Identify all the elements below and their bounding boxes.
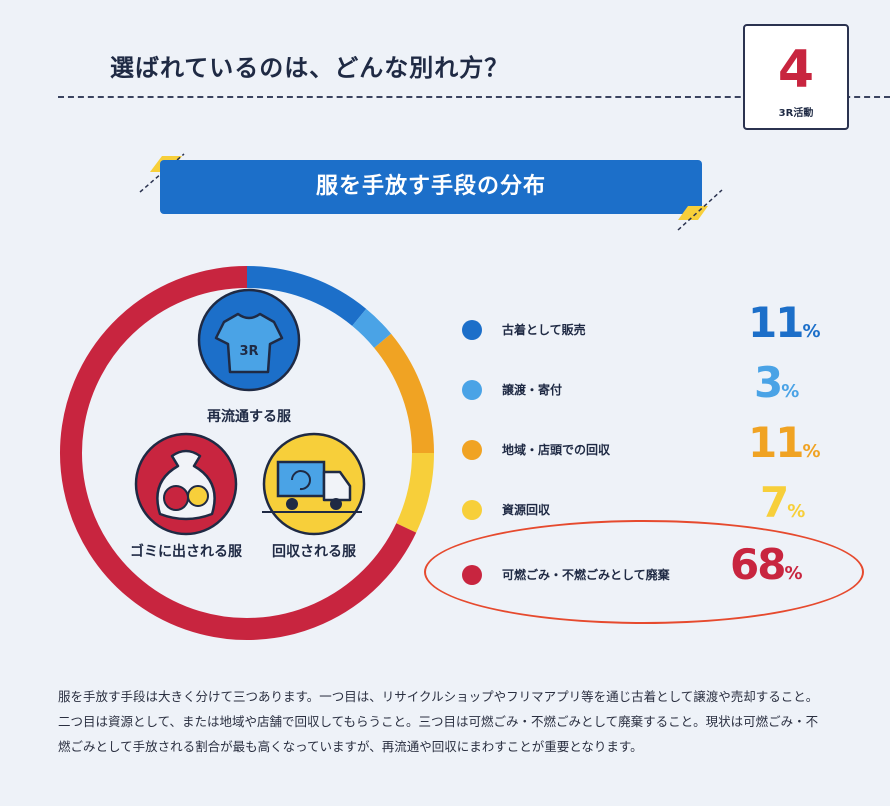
highlight-ellipse [424, 520, 864, 624]
legend-dot [462, 320, 482, 340]
badge-number: 4 [777, 40, 815, 100]
segment-store-collection [374, 333, 434, 454]
description-text: 服を手放す手段は大きく分けて三つあります。一つ目は、リサイクルショップやフリマア… [58, 689, 819, 754]
chart-title-banner: 服を手放す手段の分布 [160, 160, 702, 214]
legend-label: 譲渡・寄付 [502, 383, 563, 397]
banner-decoration-right [677, 189, 723, 231]
segment-transfer [352, 308, 392, 348]
segment-resale [246, 266, 367, 326]
title-divider [58, 96, 890, 98]
segment-disposal [60, 266, 417, 640]
donut-chart: 3R [60, 266, 434, 640]
percentage-unit: % [802, 441, 821, 462]
legend-label: 資源回収 [502, 503, 551, 517]
garbage-label: ゴミに出される服 [130, 544, 242, 560]
shirt-icon: 3R [197, 288, 301, 392]
percentage-resale: 11% [748, 298, 821, 347]
page-title: 選ばれているのは、どんな別れ方？ [110, 54, 510, 82]
percentage-resource: 7% [760, 478, 805, 527]
collect-label: 回収される服 [272, 544, 356, 560]
section-badge: 4 3R活動 [743, 24, 849, 130]
percentage-unit: % [802, 321, 821, 342]
percentage-unit: % [781, 381, 800, 402]
truck-icon [262, 432, 366, 536]
percentage-value: 7 [760, 478, 789, 527]
recirculate-label: 再流通する服 [207, 409, 291, 425]
legend-label: 地域・店頭での回収 [502, 443, 611, 457]
shirt-icon-text: 3R [239, 344, 258, 359]
legend-dot [462, 500, 482, 520]
badge-label: 3R活動 [778, 108, 814, 119]
percentage-value: 11 [748, 418, 804, 467]
percentage-transfer: 3% [754, 358, 799, 407]
legend-label: 古着として販売 [502, 323, 586, 337]
segment-resource [396, 452, 434, 533]
legend-dot [462, 380, 482, 400]
garbage-bag-icon [134, 432, 238, 536]
legend-dot [462, 440, 482, 460]
percentage-store-collection: 11% [748, 418, 821, 467]
percentage-value: 11 [748, 298, 804, 347]
percentage-unit: % [787, 501, 806, 522]
percentage-value: 3 [754, 358, 783, 407]
